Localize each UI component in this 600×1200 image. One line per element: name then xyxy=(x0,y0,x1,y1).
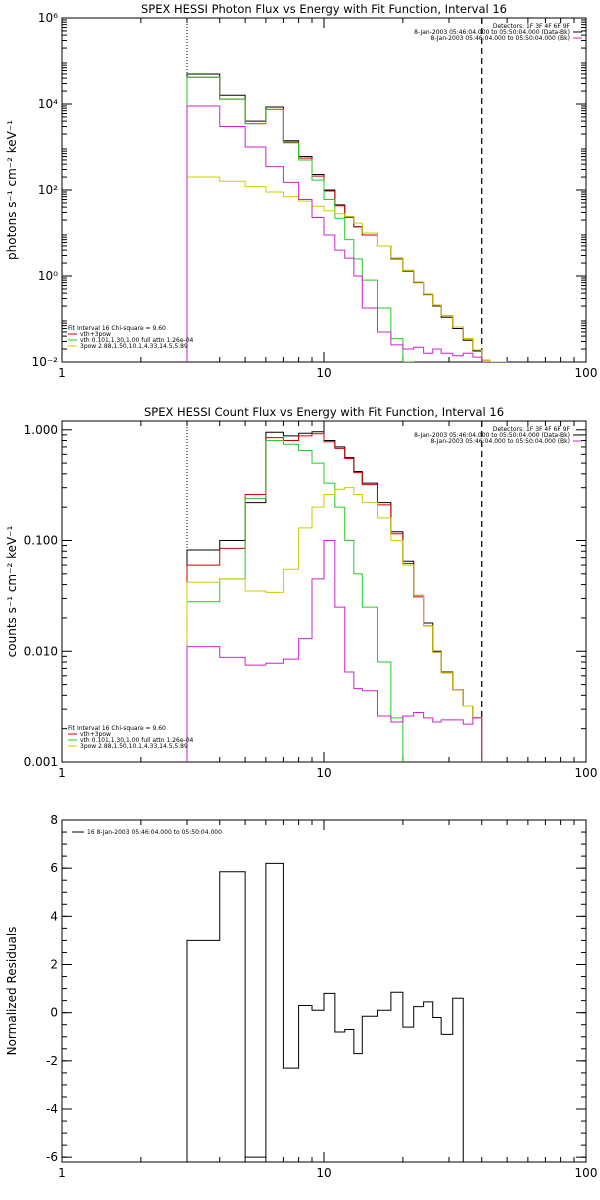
y-tick-label: 0.100 xyxy=(24,534,58,548)
plot-area xyxy=(186,73,508,362)
legend-entry: 8-Jan-2003 05:46:04.000 to 05:50:04.000 … xyxy=(430,35,570,42)
legend-entry: Detectors: 1F 3F 4F 6F 9F xyxy=(493,426,571,433)
y-tick-label: 0.001 xyxy=(24,755,58,769)
chart-panel-2: SPEX HESSI Count Flux vs Energy with Fit… xyxy=(5,405,597,780)
legend-entry: 16 8-Jan-2003 05:46:04.000 to 05:50:04.0… xyxy=(87,829,222,836)
fit-legend-entry: Fit Interval 16 Chi-square = 9.60 xyxy=(68,725,166,732)
chart-panel-3: Normalized Residuals 1 10 100 -6 -4 -2 0 2 4 6 8 16 … xyxy=(5,813,597,1180)
fit-legend-entry: 3pow 2.88,1.50,10.1,4.33,14.5,5.89 xyxy=(80,343,188,350)
y-tick-label: 8 xyxy=(50,813,58,827)
series-line-5 xyxy=(186,540,483,762)
y-tick-label: 0.010 xyxy=(24,644,58,658)
legend-entry: 8-Jan-2003 05:46:04.000 to 05:50:04.000 … xyxy=(430,438,570,445)
y-tick-label: 4 xyxy=(50,909,58,923)
x-tick-label: 100 xyxy=(575,1166,598,1180)
series-line-5 xyxy=(186,105,491,362)
y-tick-label: 6 xyxy=(50,861,58,875)
y-axis-label: counts s⁻¹ cm⁻² keV⁻¹ xyxy=(5,525,19,657)
y-tick-label: -2 xyxy=(46,1054,58,1068)
legend-entry: 8-Jan-2003 05:46:04.000 to 05:50:04.000 … xyxy=(414,29,570,36)
y-tick-label: 10⁻² xyxy=(32,355,59,369)
y-tick-label: 1.000 xyxy=(24,423,58,437)
x-tick-label: 10 xyxy=(316,366,331,380)
y-tick-label: -6 xyxy=(46,1150,58,1164)
y-tick-label: 10⁶ xyxy=(38,11,58,25)
series-line-2 xyxy=(186,76,491,362)
y-axis-label: photons s⁻¹ cm⁻² keV⁻¹ xyxy=(5,120,19,260)
plot-area xyxy=(186,431,483,762)
fit-legend-entry: Fit Interval 16 Chi-square = 9.60 xyxy=(68,325,166,332)
x-tick-label: 100 xyxy=(575,366,598,380)
y-tick-label: 0 xyxy=(50,1006,58,1020)
series-line-4 xyxy=(186,176,508,362)
fit-legend-entry: vth 0.101,1.30,1.00 full attn 1.26e-04 xyxy=(80,337,194,344)
fit-legend-entry: vth+3pow xyxy=(80,331,111,338)
x-tick-label: 10 xyxy=(316,1166,331,1180)
plot-frame xyxy=(61,819,587,1163)
y-tick-label: -4 xyxy=(46,1102,58,1116)
x-tick-label: 1 xyxy=(58,766,66,780)
chart-title: SPEX HESSI Photon Flux vs Energy with Fi… xyxy=(141,2,507,16)
legend-entry: 8-Jan-2003 05:46:04.000 to 05:50:04.000 … xyxy=(414,432,570,439)
chart-panel-1: SPEX HESSI Photon Flux vs Energy with Fi… xyxy=(5,2,597,380)
series-line-3 xyxy=(186,76,415,362)
legend-entry: Detectors: 1F 3F 4F 6F 9F xyxy=(493,23,571,30)
series-line-3 xyxy=(186,440,404,762)
x-tick-label: 100 xyxy=(575,766,598,780)
y-tick-label: 10⁰ xyxy=(38,269,58,283)
y-axis-label: Normalized Residuals xyxy=(5,927,19,1056)
chart-title: SPEX HESSI Count Flux vs Energy with Fit… xyxy=(144,405,504,419)
plot-area xyxy=(186,862,464,1162)
fit-legend-entry: vth+3pow xyxy=(80,731,111,738)
series-line-4 xyxy=(186,487,483,762)
x-tick-label: 1 xyxy=(58,366,66,380)
x-tick-label: 10 xyxy=(316,766,331,780)
fit-legend-entry: 3pow 2.88,1.50,10.1,4.33,14.5,5.89 xyxy=(80,743,188,750)
y-tick-label: 10⁴ xyxy=(38,97,58,111)
y-tick-label: 10² xyxy=(38,183,58,197)
series-line-1 xyxy=(186,862,464,1162)
x-tick-label: 1 xyxy=(58,1166,66,1180)
fit-legend-entry: vth 0.101,1.30,1.00 full attn 1.26e-04 xyxy=(80,737,194,744)
series-line-1 xyxy=(186,73,491,362)
y-tick-label: 2 xyxy=(50,958,58,972)
